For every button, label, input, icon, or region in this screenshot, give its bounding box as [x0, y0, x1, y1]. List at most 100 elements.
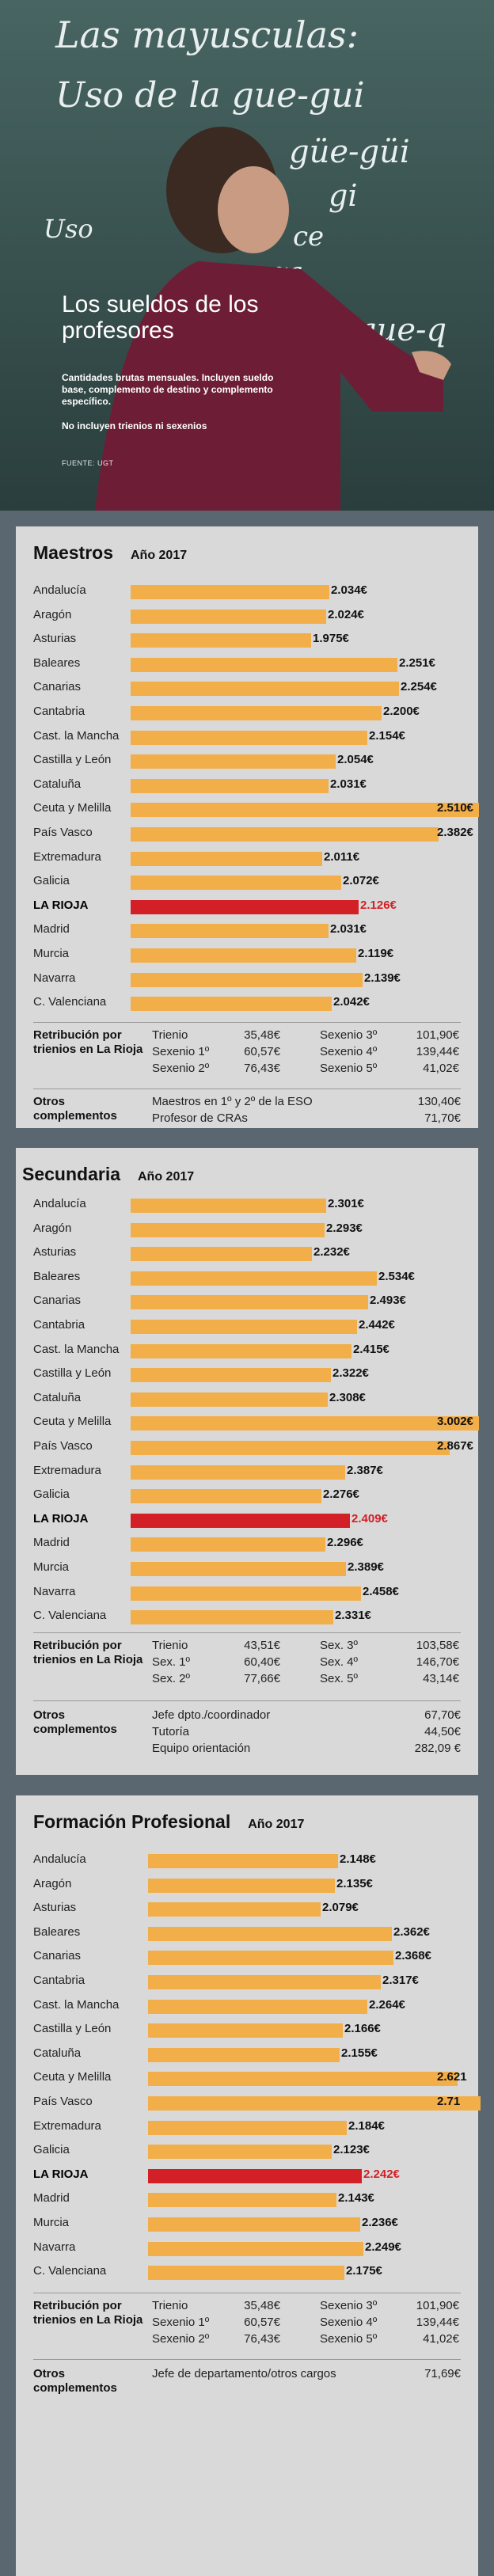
divider [33, 1632, 461, 1633]
bar-row: C. Valenciana 2.042€ [16, 990, 478, 1015]
value-label: 2.71 [437, 2094, 461, 2108]
complement-value: 35,48€ [244, 2299, 280, 2312]
complement-item: Sexenio 4º 139,44€ [320, 2316, 459, 2329]
board-fragment: ce [293, 221, 324, 253]
complement-value: 41,02€ [423, 1062, 459, 1075]
complement-item: Sex. 5º 43,14€ [320, 1672, 459, 1685]
region-label: Murcia [33, 946, 70, 960]
panel-maestros: Maestros Año 2017 Andalucía 2.034€ Aragón 2… [16, 526, 479, 1128]
value-label: 2.232€ [314, 1245, 350, 1260]
bar-rows: Andalucía 2.301€ Aragón 2.293€ Asturias 2.232… [16, 1192, 479, 1628]
bar-row: Cast. la Mancha 2.415€ [16, 1338, 478, 1362]
bar-row: Aragón 2.135€ [16, 1872, 478, 1897]
value-label: 2.119€ [358, 946, 394, 960]
salary-bar [148, 1902, 321, 1917]
complement-label: Sex. 2º [152, 1672, 191, 1685]
value-label: 2.331€ [335, 1609, 371, 1623]
panel-header: Formación Profesional Año 2017 [33, 1811, 304, 1835]
salary-bar [148, 2095, 481, 2111]
value-label: 2.031€ [330, 922, 367, 937]
bar-row: Galicia 2.123€ [16, 2138, 478, 2163]
panel-header: Maestros Año 2017 [33, 542, 187, 566]
trienios-block: Retribución por trienios en La Rioja Trie… [33, 1639, 469, 1694]
complement-item: Trienio 35,48€ [152, 1028, 280, 1042]
otros-block: Otros complementos Jefe dpto./coordinador… [33, 1708, 469, 1764]
salary-bar [131, 972, 363, 987]
salary-bar [131, 705, 382, 720]
bar-row: Aragón 2.024€ [16, 603, 478, 628]
complement-value: 71,69€ [424, 2367, 461, 2380]
value-label: 2.293€ [326, 1221, 363, 1235]
bar-row: Baleares 2.362€ [16, 1921, 478, 1945]
region-label: Baleares [33, 1924, 81, 1939]
bar-row: Galicia 2.072€ [16, 869, 478, 894]
region-label: C. Valenciana [33, 1609, 107, 1623]
trienios-title: Retribución por trienios en La Rioja [33, 1639, 143, 1666]
bar-row: Cantabria 2.200€ [16, 700, 478, 724]
salary-bar [131, 1222, 325, 1237]
region-label: Cantabria [33, 1973, 86, 1987]
region-label: LA RIOJA [33, 2167, 89, 2181]
region-label: Castilla y León [33, 753, 112, 767]
value-label: 2.534€ [378, 1269, 415, 1283]
bar-rows: Andalucía 2.148€ Aragón 2.135€ Asturias 2.079… [16, 1848, 481, 2284]
complement-label: Sexenio 4º [320, 1045, 378, 1058]
complement-value: 76,43€ [244, 2332, 280, 2346]
complement-item: Profesor de CRAs 71,70€ [152, 1111, 461, 1125]
bar-row: Extremadura 2.184€ [16, 2114, 478, 2139]
complement-item: Sexenio 1º 60,57€ [152, 2316, 280, 2329]
bar-row: Asturias 1.975€ [16, 627, 478, 652]
salary-bar [131, 754, 336, 769]
salary-bar [148, 2120, 347, 2135]
salary-bar [148, 2023, 343, 2038]
trienios-title: Retribución por trienios en La Rioja [33, 2299, 143, 2327]
value-label: 2.296€ [327, 1536, 363, 1550]
salary-bar [131, 803, 479, 818]
value-label: 2.254€ [401, 680, 437, 694]
region-label: Extremadura [33, 2118, 101, 2133]
region-label: Cantabria [33, 704, 86, 718]
complement-value: 60,57€ [244, 1045, 280, 1058]
region-label: Galicia [33, 2143, 70, 2157]
panel-title: Maestros [33, 542, 113, 563]
region-label: Castilla y León [33, 2022, 112, 2036]
region-label: Asturias [33, 632, 77, 646]
region-label: C. Valenciana [33, 2264, 107, 2278]
bar-row: Baleares 2.534€ [16, 1265, 478, 1290]
value-label: 3.002€ [437, 1415, 473, 1429]
bar-row: Ceuta y Melilla 2.510€ [16, 796, 479, 821]
complement-item: Tutoría 44,50€ [152, 1725, 461, 1738]
complement-label: Sex. 3º [320, 1639, 359, 1652]
region-label: Navarra [33, 971, 76, 985]
board-fragment: gi [329, 178, 357, 213]
complement-label: Trienio [152, 1028, 188, 1042]
bar-row: País Vasco 2.382€ [16, 821, 478, 845]
region-label: Galicia [33, 1487, 70, 1502]
salary-bar [131, 633, 311, 648]
value-label: 2.031€ [330, 777, 367, 791]
salary-bar [131, 1343, 352, 1358]
complement-label: Maestros en 1º y 2º de la ESO [152, 1095, 313, 1108]
bar-row: Cataluña 2.031€ [16, 773, 478, 797]
region-label: Cantabria [33, 1317, 86, 1332]
value-label: 2.415€ [353, 1342, 390, 1356]
value-label: 2.264€ [369, 1997, 405, 2012]
region-label: Extremadura [33, 849, 101, 864]
value-label: 2.368€ [395, 1949, 431, 1963]
bar-row: Madrid 2.143€ [16, 2187, 478, 2211]
value-label: 2.362€ [393, 1924, 430, 1939]
value-label: 2.510€ [437, 801, 473, 815]
region-label: Madrid [33, 922, 70, 937]
salary-bar [131, 1513, 350, 1528]
salary-bar [131, 1392, 328, 1407]
salary-bar [131, 1465, 345, 1480]
region-label: Andalucía [33, 1852, 86, 1866]
value-label: 2.301€ [328, 1197, 364, 1210]
board-fragment: güe-güi [289, 134, 410, 170]
salary-bar [148, 2145, 332, 2160]
salary-bar [131, 609, 326, 624]
complement-label: Sexenio 5º [320, 2332, 378, 2346]
region-label: Ceuta y Melilla [33, 801, 112, 815]
complement-value: 139,44€ [416, 1045, 459, 1058]
